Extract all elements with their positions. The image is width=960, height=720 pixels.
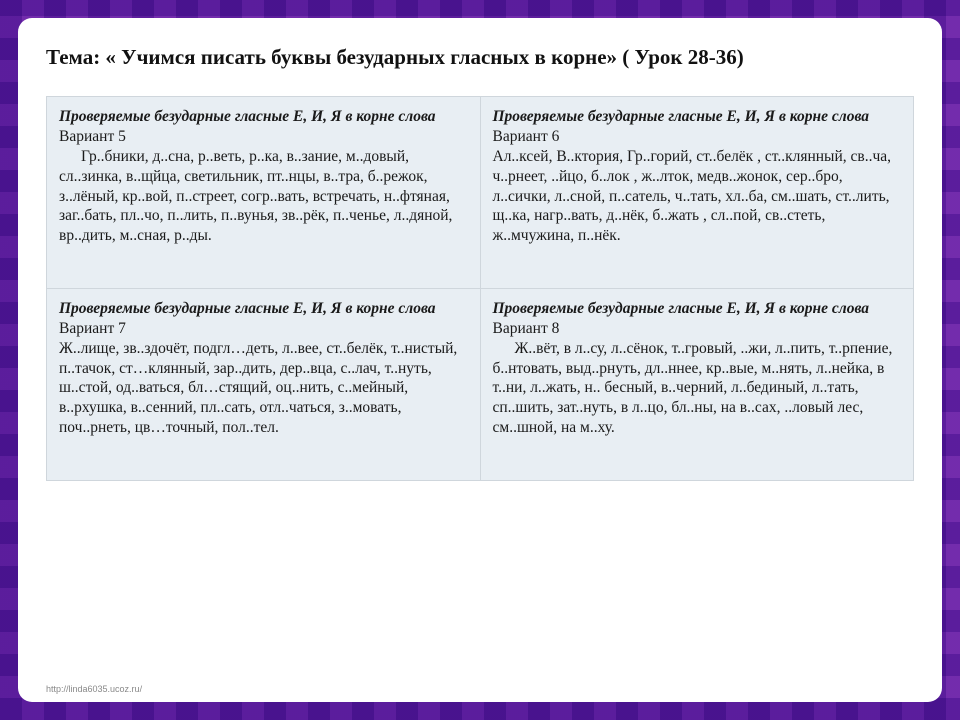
cell-heading: Проверяемые безударные гласные Е, И, Я в… [493,300,870,317]
cell-body: Ал..ксей, В..ктория, Гр..горий, ст..белё… [493,148,892,244]
cell-variant-6: Проверяемые безударные гласные Е, И, Я в… [480,97,914,289]
cell-body: Ж..лище, зв..здочёт, подгл…деть, л..вее,… [59,340,457,436]
footer-url: http://linda6035.ucoz.ru/ [46,684,142,694]
cell-body: Ж..вёт, в л..су, л..сёнок, т..гровый, ..… [493,340,893,436]
content-panel: Тема: « Учимся писать буквы безударных г… [18,18,942,702]
page-title: Тема: « Учимся писать буквы безударных г… [46,44,914,70]
variant-label: Вариант 6 [493,128,560,145]
cell-variant-7: Проверяемые безударные гласные Е, И, Я в… [47,289,481,481]
cell-variant-8: Проверяемые безударные гласные Е, И, Я в… [480,289,914,481]
variant-label: Вариант 5 [59,128,126,145]
cell-heading: Проверяемые безударные гласные Е, И, Я в… [59,300,436,317]
cell-body: Гр..бники, д..сна, р..веть, р..ка, в..за… [59,148,452,244]
variant-label: Вариант 8 [493,320,560,337]
variant-label: Вариант 7 [59,320,126,337]
decorative-border: Тема: « Учимся писать буквы безударных г… [0,0,960,720]
variants-table: Проверяемые безударные гласные Е, И, Я в… [46,96,914,481]
cell-heading: Проверяемые безударные гласные Е, И, Я в… [59,108,436,125]
cell-heading: Проверяемые безударные гласные Е, И, Я в… [493,108,870,125]
cell-variant-5: Проверяемые безударные гласные Е, И, Я в… [47,97,481,289]
